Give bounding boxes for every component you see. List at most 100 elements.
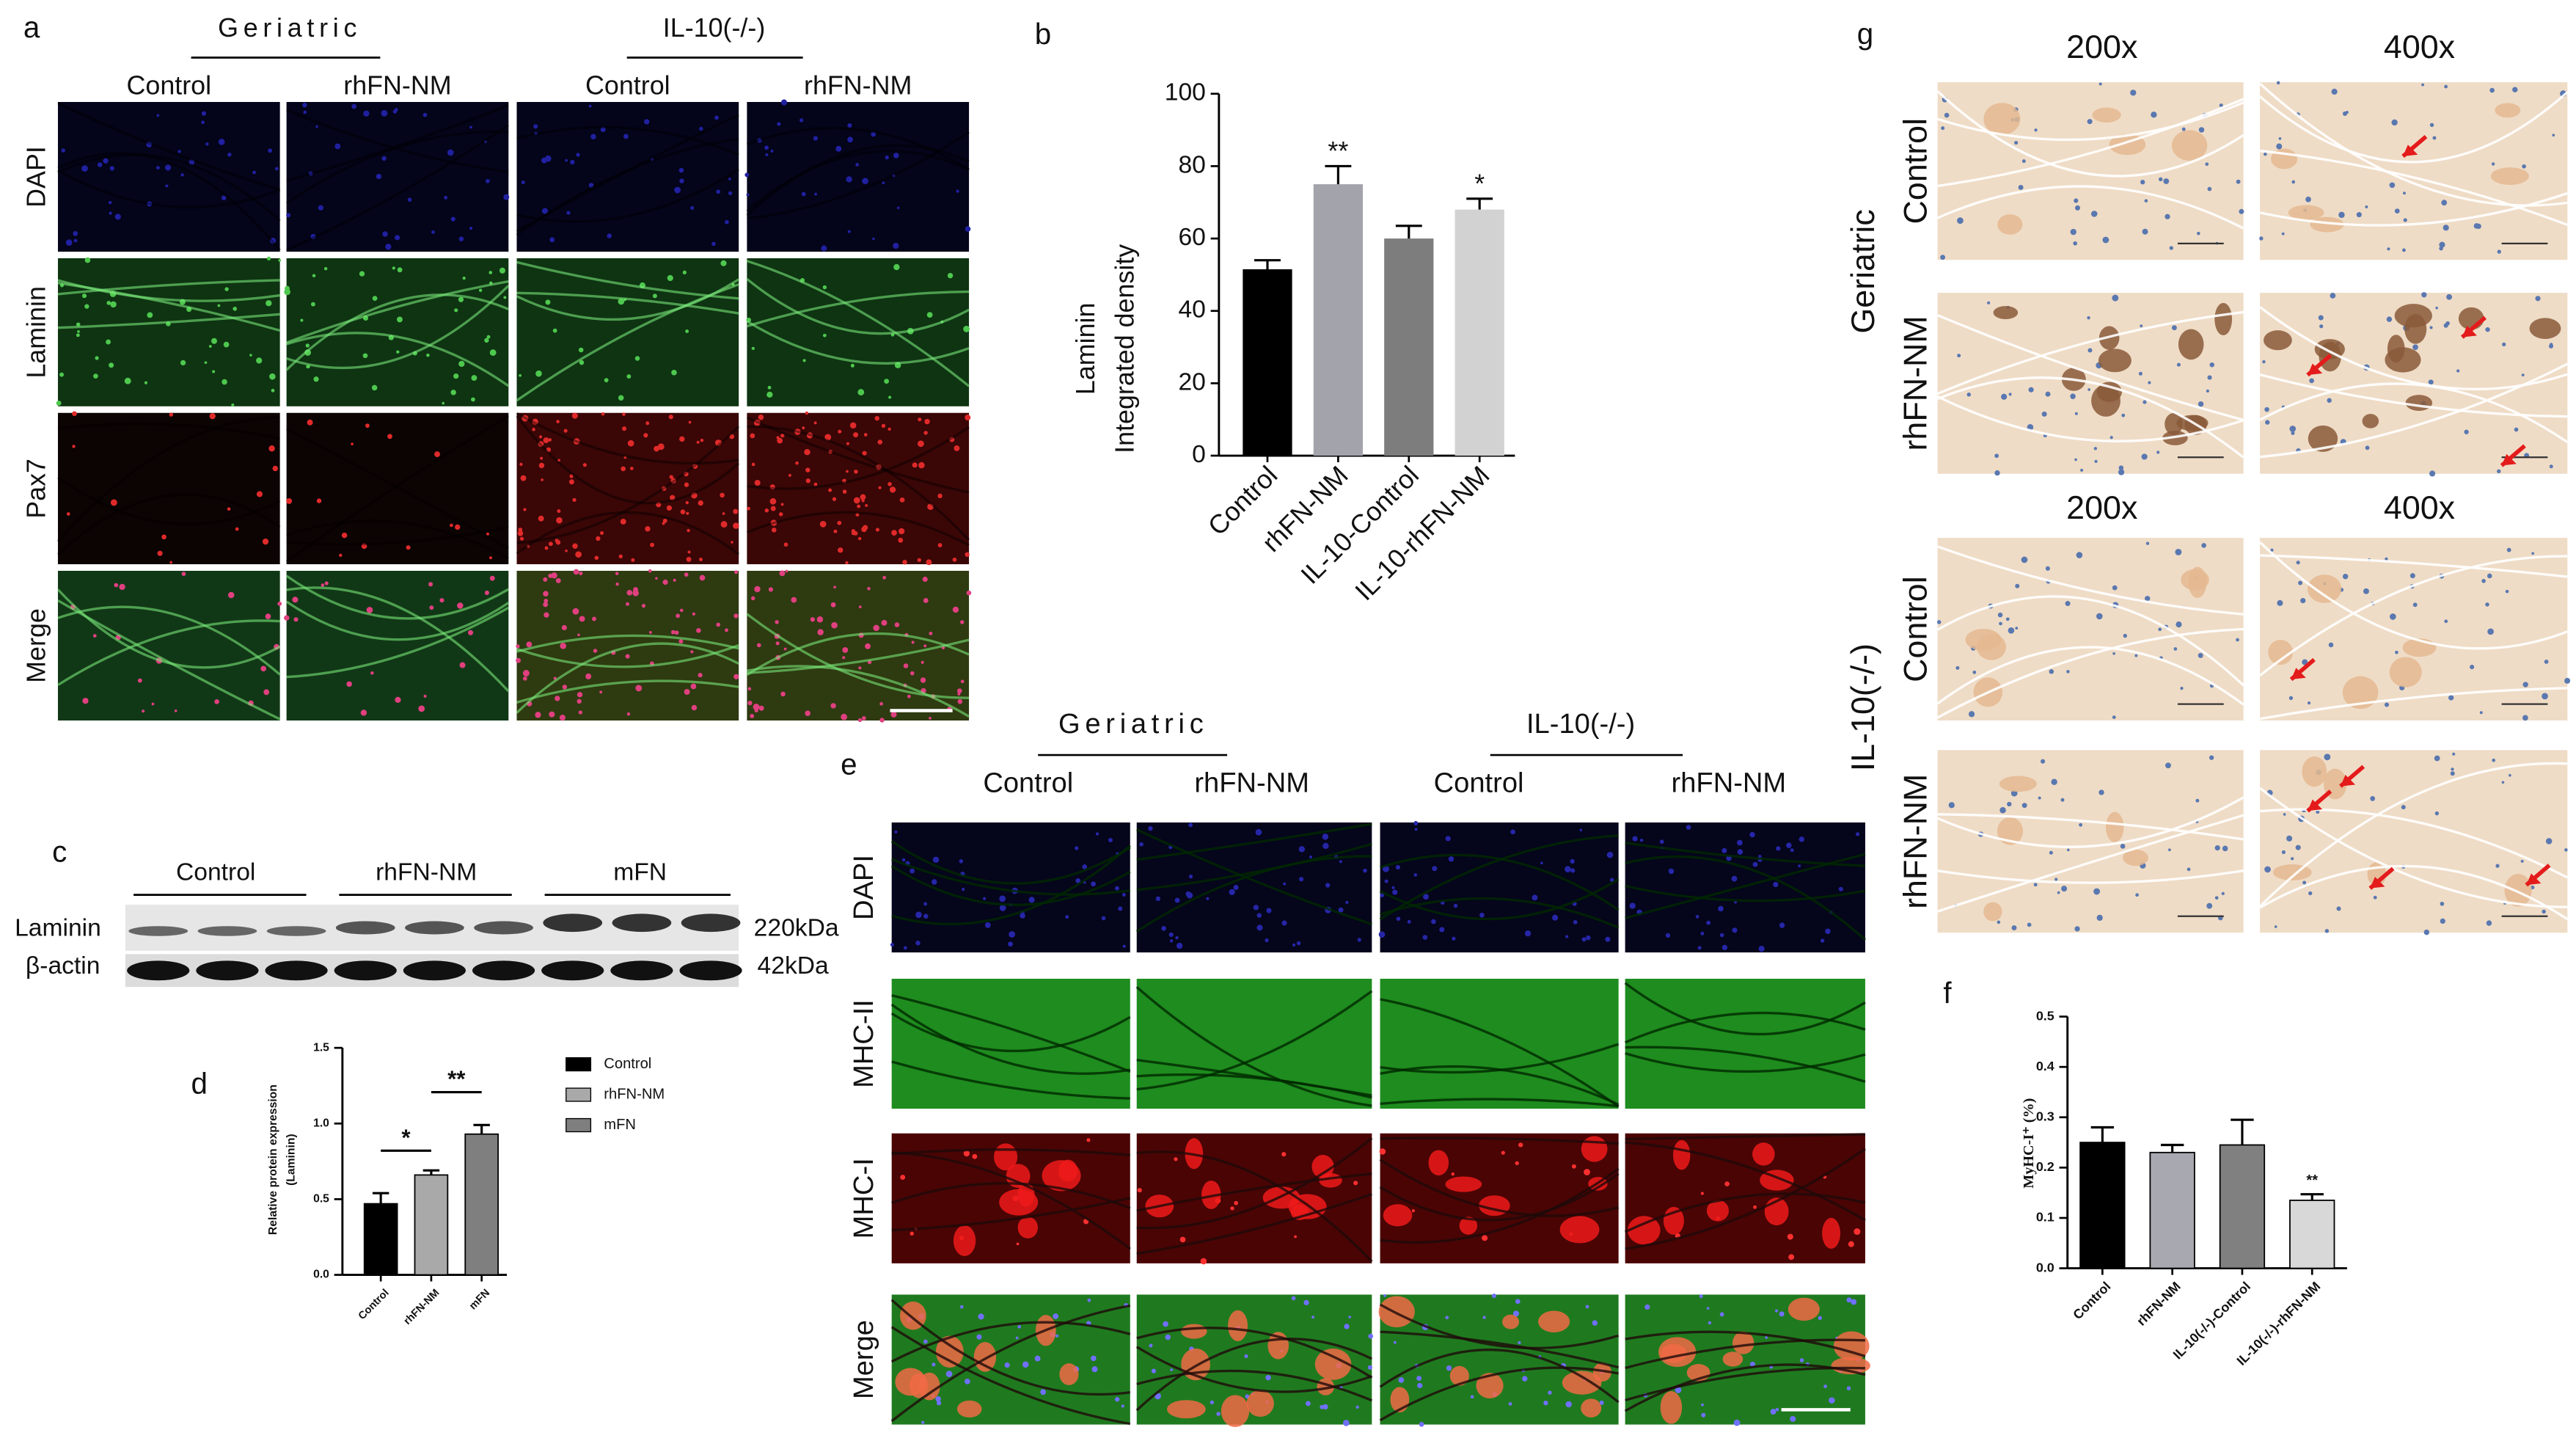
speckle [766, 391, 773, 398]
speckle [208, 345, 212, 348]
speckle [623, 456, 627, 459]
speckle [1020, 913, 1025, 919]
speckle [1179, 1236, 1186, 1243]
speckle [109, 166, 114, 171]
speckle [548, 438, 552, 442]
micrograph [286, 570, 509, 720]
speckle [2342, 574, 2349, 580]
chart: 0.0 0.5 1.0 1.5 Relative protein expression (… [267, 1041, 665, 1327]
fiber-edge [516, 643, 739, 668]
speckle [2021, 803, 2027, 809]
speckle [538, 435, 543, 439]
speckle [682, 270, 687, 274]
speckle [269, 237, 277, 244]
speckle [878, 486, 882, 489]
speckle [700, 438, 704, 442]
speckle [828, 449, 833, 454]
fiber-edge [1625, 1133, 1865, 1141]
stain-blob [2188, 566, 2207, 599]
speckle [156, 114, 160, 117]
speckle [114, 583, 119, 588]
speckle [1719, 933, 1724, 938]
speckle [2221, 891, 2225, 896]
speckle [629, 467, 634, 470]
speckle [235, 527, 239, 531]
speckle [1244, 1354, 1248, 1359]
speckle [2401, 805, 2406, 810]
stain-blob [1660, 1391, 1683, 1424]
speckle [804, 448, 811, 456]
speckle [557, 459, 560, 462]
speckle [657, 443, 665, 450]
speckle [785, 569, 788, 573]
micrograph [1136, 978, 1372, 1109]
speckle [1846, 1386, 1851, 1390]
stain-blob [1627, 1216, 1661, 1245]
speckle [2239, 208, 2244, 214]
blot-band [681, 913, 741, 933]
speckle [223, 341, 230, 348]
speckle [1155, 896, 1161, 902]
speckle [2506, 547, 2511, 552]
speckle [2389, 613, 2396, 620]
speckle [2156, 450, 2160, 454]
speckle [720, 521, 728, 528]
speckle [935, 1396, 941, 1402]
speckle [366, 607, 373, 613]
speckle [189, 159, 195, 165]
fiber-edge [890, 1321, 1131, 1363]
fiber-edge [516, 137, 739, 236]
row-label: DAPI [849, 855, 879, 920]
blot-size: 42kDa [758, 952, 829, 979]
speckle [2456, 369, 2460, 373]
speckle [1733, 1419, 1741, 1426]
speckle [999, 905, 1006, 911]
speckle [645, 526, 651, 532]
speckle [802, 359, 806, 362]
speckle [318, 205, 324, 211]
fiber-edge [891, 994, 1131, 1073]
speckle [604, 378, 609, 383]
speckle [725, 628, 728, 632]
speckle [670, 478, 676, 484]
speckle [1367, 1365, 1372, 1370]
micrograph [1625, 978, 1865, 1109]
speckle [1451, 1172, 1455, 1176]
speckle [718, 440, 722, 445]
speckle [1721, 944, 1728, 951]
speckle [180, 360, 186, 366]
speckle [2096, 914, 2103, 922]
speckle [770, 506, 776, 511]
speckle [899, 528, 905, 535]
speckle [2342, 111, 2348, 117]
fiber-edge [516, 511, 740, 555]
fiber-edge [1379, 1349, 1620, 1404]
micrograph [57, 102, 280, 252]
speckle [1752, 861, 1758, 867]
panel-label: d [191, 1066, 208, 1100]
speckle [76, 333, 80, 338]
stain-blob [2394, 304, 2432, 328]
speckle [2520, 859, 2524, 863]
speckle [569, 474, 574, 478]
stain-blob [953, 1225, 976, 1256]
speckle [1380, 893, 1385, 898]
speckle [1632, 836, 1638, 842]
label: Geriatric [1058, 709, 1209, 740]
speckle [277, 601, 282, 606]
fiber-edge [1380, 1098, 1619, 1108]
panel-label: g [1857, 17, 1873, 51]
speckle [365, 423, 370, 428]
label: Control [585, 70, 670, 100]
speckle [2434, 755, 2440, 762]
fiber-edge [747, 426, 970, 490]
fiber-edge [1937, 545, 2244, 616]
speckle [1139, 842, 1144, 847]
speckle [1022, 1361, 1029, 1368]
speckle [2446, 293, 2453, 300]
fiber-edge [516, 283, 739, 402]
stain-blob [2123, 849, 2148, 867]
speckle [256, 491, 263, 497]
blot-band [679, 960, 742, 981]
speckle [262, 538, 269, 545]
